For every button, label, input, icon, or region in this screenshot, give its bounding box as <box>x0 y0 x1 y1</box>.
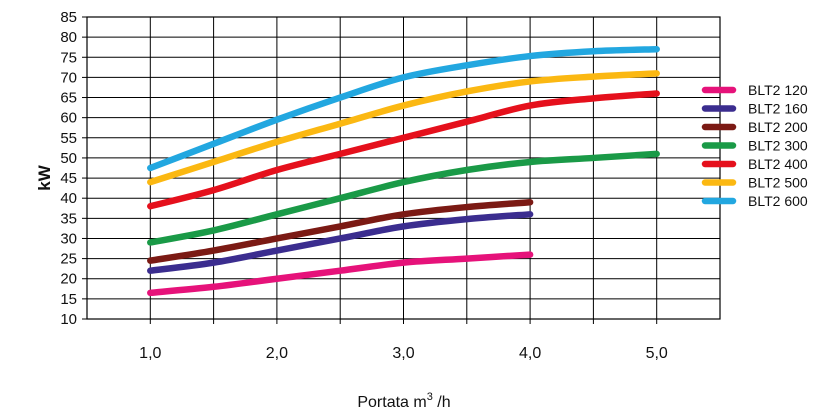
y-tick-label: 65 <box>60 90 77 107</box>
legend-label-blt2-600: BLT2 600 <box>748 193 808 209</box>
series-line-blt2-160 <box>147 211 534 274</box>
series-line-blt2-120 <box>147 251 534 297</box>
x-tick-labels: 1,0 2,0 3,0 4,0 5,0 <box>139 345 668 362</box>
y-tick-label: 50 <box>60 150 77 167</box>
y-tick-label: 35 <box>60 210 77 227</box>
y-axis-label: kW <box>35 164 54 190</box>
series-line-blt2-600 <box>147 45 660 172</box>
y-tick-labels: 10 15 20 25 30 35 40 45 50 55 60 65 70 75 80 85 <box>60 9 77 328</box>
y-tick-label: 25 <box>60 251 77 268</box>
y-tick-label: 55 <box>60 130 77 147</box>
y-tick-label: 10 <box>60 311 77 328</box>
x-axis-label: Portata m3 /h <box>357 391 450 411</box>
legend-label-blt2-200: BLT2 200 <box>748 119 808 135</box>
axes <box>82 16 721 324</box>
series-line-blt2-200 <box>147 198 534 264</box>
x-axis-label-main: Portata m <box>357 394 426 411</box>
series-line-blt2-400 <box>147 90 660 210</box>
series-lines <box>147 45 660 297</box>
y-tick-label: 85 <box>60 9 77 26</box>
y-tick-label: 40 <box>60 190 77 207</box>
x-tick-label: 1,0 <box>139 345 161 362</box>
x-tick-label: 2,0 <box>266 345 288 362</box>
legend-label-blt2-300: BLT2 300 <box>748 138 808 154</box>
y-tick-label: 45 <box>60 170 77 187</box>
x-tick-label: 5,0 <box>646 345 668 362</box>
y-tick-label: 80 <box>60 29 77 46</box>
grid <box>87 17 720 319</box>
legend-label-blt2-160: BLT2 160 <box>748 101 808 117</box>
legend: BLT2 120 BLT2 160 BLT2 200 BLT2 300 BLT2 400… <box>701 82 808 209</box>
y-tick-label: 70 <box>60 69 77 86</box>
legend-label-blt2-120: BLT2 120 <box>748 82 808 98</box>
legend-label-blt2-400: BLT2 400 <box>748 156 808 172</box>
y-tick-label: 20 <box>60 271 77 288</box>
legend-label-blt2-500: BLT2 500 <box>748 175 808 191</box>
y-tick-label: 60 <box>60 110 77 127</box>
x-tick-label: 4,0 <box>519 345 541 362</box>
series-line-blt2-500 <box>147 70 660 186</box>
series-line-blt2-300 <box>147 150 660 246</box>
x-tick-label: 3,0 <box>392 345 414 362</box>
y-tick-label: 15 <box>60 291 77 308</box>
x-axis-label-unit: /h <box>433 394 451 411</box>
y-tick-label: 75 <box>60 49 77 66</box>
x-axis-label-superscript: 3 <box>427 391 433 403</box>
y-tick-label: 30 <box>60 230 77 247</box>
